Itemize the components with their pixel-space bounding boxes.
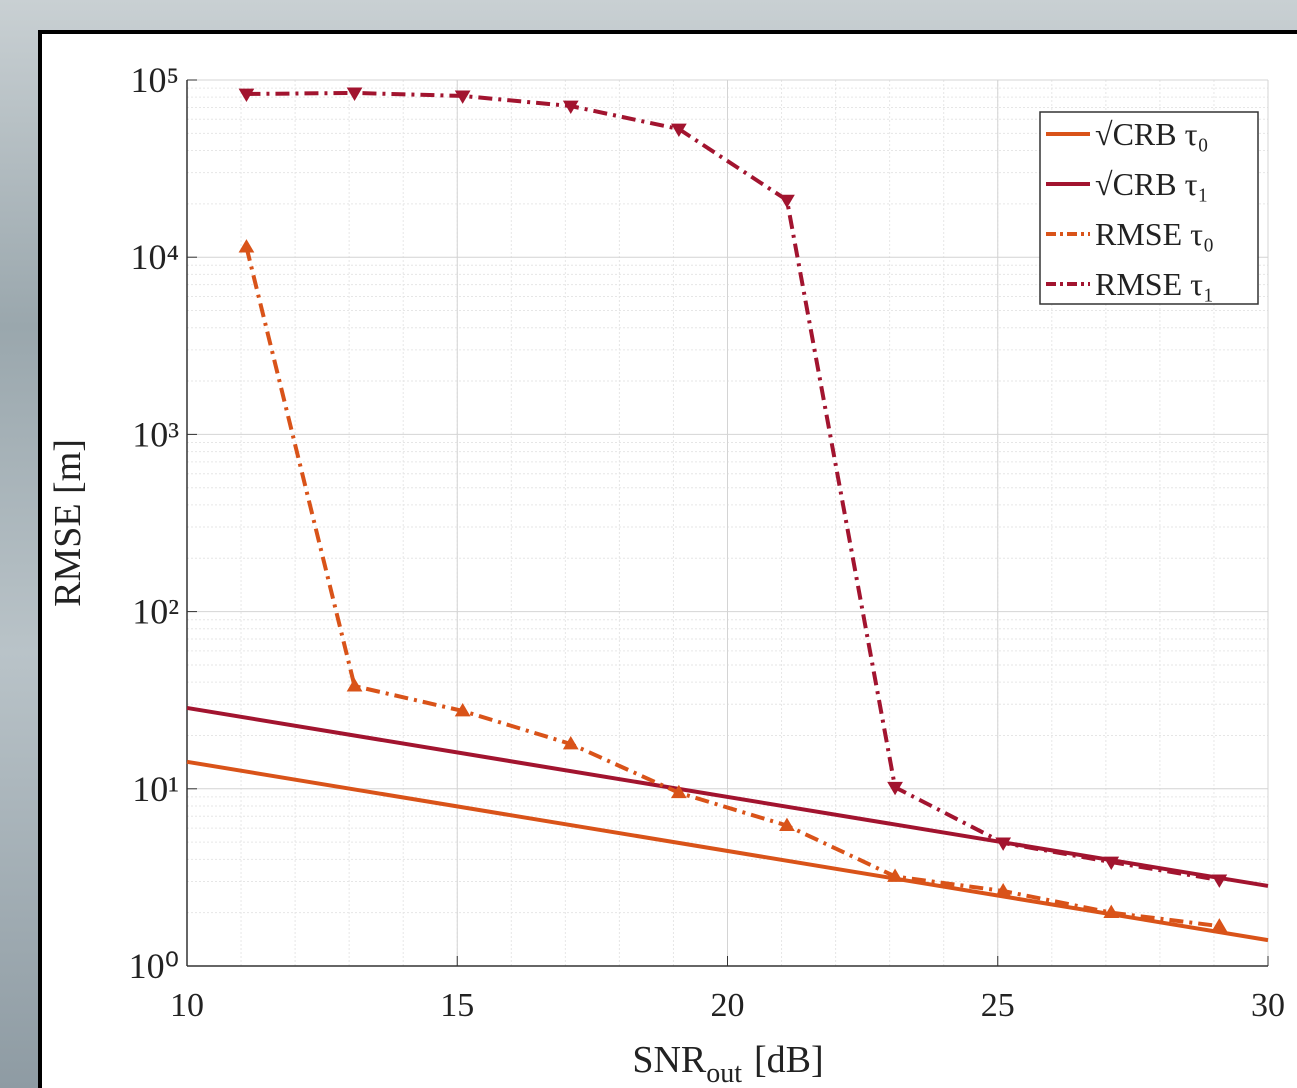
marker bbox=[779, 817, 795, 831]
y-tick-label: 10³ bbox=[132, 414, 179, 454]
marker bbox=[1103, 904, 1120, 919]
y-tick-label: 10² bbox=[132, 592, 179, 632]
marker bbox=[779, 194, 795, 209]
x-tick-label: 25 bbox=[981, 987, 1015, 1024]
legend-label: √CRB τ₁ bbox=[1095, 166, 1209, 202]
marker bbox=[238, 88, 255, 102]
marker bbox=[454, 90, 471, 104]
x-tick-label: 20 bbox=[711, 987, 745, 1024]
y-tick-label: 10¹ bbox=[132, 769, 179, 809]
y-tick-label: 10⁰ bbox=[129, 946, 179, 986]
marker bbox=[887, 781, 903, 796]
marker bbox=[887, 868, 903, 882]
marker bbox=[995, 837, 1012, 851]
x-tick-label: 10 bbox=[170, 987, 204, 1024]
x-label-sub: out bbox=[706, 1058, 742, 1088]
x-label-unit: [dB] bbox=[754, 1039, 824, 1081]
legend-box bbox=[1039, 111, 1259, 305]
marker bbox=[562, 736, 579, 750]
x-tick-label: 15 bbox=[440, 987, 474, 1024]
y-tick-label: 10⁴ bbox=[130, 237, 179, 277]
legend-label: √CRB τ₀ bbox=[1095, 116, 1209, 152]
marker bbox=[1103, 856, 1120, 871]
marker bbox=[995, 883, 1012, 897]
x-tick-label: 30 bbox=[1251, 987, 1285, 1024]
marker bbox=[1211, 874, 1228, 888]
series-line bbox=[246, 90, 1220, 882]
marker bbox=[562, 100, 579, 115]
marker bbox=[1211, 918, 1228, 932]
x-label-main: SNR bbox=[632, 1039, 707, 1081]
x-axis-label: SNRout [dB] bbox=[632, 1039, 823, 1088]
legend-label: RMSE τ₁ bbox=[1095, 266, 1214, 302]
marker bbox=[346, 87, 363, 101]
marker bbox=[670, 123, 687, 137]
marker bbox=[454, 702, 471, 717]
plot bbox=[186, 87, 1269, 943]
marker bbox=[346, 678, 363, 692]
legend-label: RMSE τ₀ bbox=[1095, 216, 1214, 252]
y-tick-label: 10⁵ bbox=[130, 60, 179, 100]
series-line bbox=[186, 759, 1269, 943]
y-axis-label: RMSE [m] bbox=[47, 439, 89, 607]
marker bbox=[238, 239, 255, 253]
series-line bbox=[244, 246, 1220, 929]
marker bbox=[670, 784, 687, 799]
